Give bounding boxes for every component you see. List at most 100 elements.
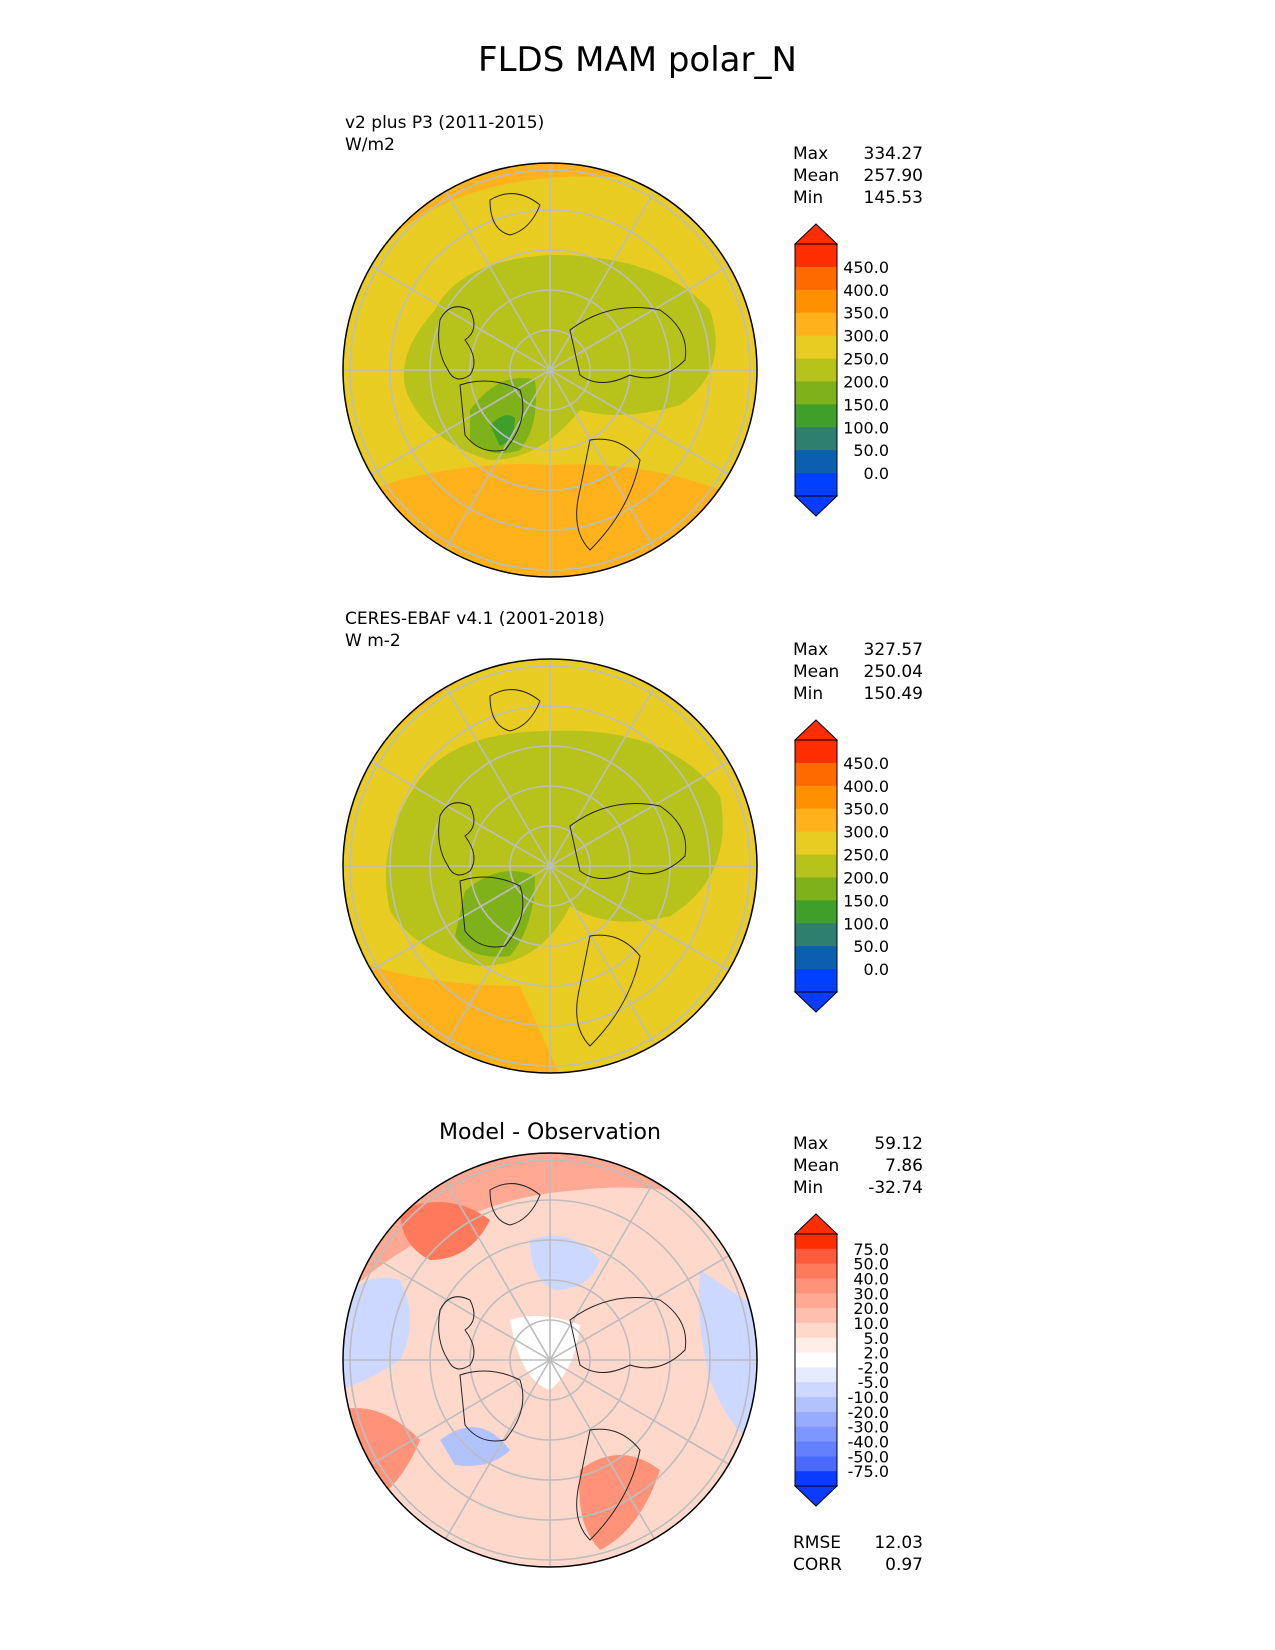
colorbar-segment [795, 358, 837, 382]
stat-row-max: Max 59.12 [793, 1134, 923, 1154]
colorbar-segment [795, 900, 837, 924]
colorbar-tick-label: 2.0 [864, 1344, 889, 1363]
panel-1-name: v2 plus P3 (2011-2015) [345, 113, 545, 133]
colorbar-tick-label: 300.0 [843, 823, 889, 842]
colorbar-segment [795, 312, 837, 337]
colorbar-tick-label: 50.0 [853, 441, 889, 460]
panel-2-units: W m-2 [345, 631, 401, 651]
panel-1-units: W/m2 [345, 135, 395, 155]
colorbar-frame [794, 1233, 838, 1487]
polar-map-difference [342, 1152, 758, 1568]
colorbar-segment [795, 404, 837, 428]
colorbar-over-arrow [793, 223, 839, 245]
colorbar-segment [795, 473, 837, 497]
colorbar-segment [795, 1426, 837, 1443]
map-field-test [343, 163, 757, 577]
colorbar-segment [795, 427, 837, 451]
colorbar-tick-label: 75.0 [853, 1240, 889, 1259]
colorbar-segment [795, 1397, 837, 1413]
panel-1-stats: Max 334.27 Mean 257.90 Min 145.53 [793, 143, 923, 209]
diff-panel-title: Model - Observation [439, 1120, 661, 1145]
polar-map-reference [342, 658, 758, 1074]
stat-row-mean: Mean 7.86 [793, 1156, 923, 1176]
colorbar-segment [795, 1308, 837, 1324]
colorbar-segment [795, 244, 837, 268]
stat-row-mean: Mean 250.04 [793, 662, 923, 682]
colorbar-tick-label: 200.0 [843, 372, 889, 391]
colorbar-tick-label: 350.0 [843, 304, 889, 323]
panel-3-stats: Max 59.12 Mean 7.86 Min -32.74 [793, 1133, 923, 1199]
colorbar-tick-label: 0.0 [864, 464, 889, 483]
colorbar-tick-label: -5.0 [858, 1373, 889, 1392]
colorbar-segment [795, 1456, 837, 1472]
colorbar-segment [795, 1293, 837, 1309]
stat-row-corr: CORR 0.97 [793, 1555, 923, 1575]
panel-1-header: v2 plus P3 (2011-2015) W/m2 [345, 112, 544, 156]
figure-title: FLDS MAM polar_N [478, 40, 797, 80]
colorbar-segment [795, 877, 837, 901]
colorbar-tick-label: 20.0 [853, 1299, 889, 1318]
colorbar-difference: 75.050.040.030.020.010.05.02.0-2.0-5.0-1… [793, 1213, 889, 1507]
colorbar-tick-label: 300.0 [843, 327, 889, 346]
colorbar-tick-label: 400.0 [843, 281, 889, 300]
colorbar-tick-label: 250.0 [843, 350, 889, 369]
colorbar-segment [795, 1248, 837, 1265]
colorbar-tick-label: 150.0 [843, 891, 889, 910]
stat-row-max: Max 334.27 [793, 144, 923, 164]
colorbar-segment [795, 1234, 837, 1250]
stat-row-rmse: RMSE 12.03 [793, 1533, 923, 1553]
colorbar-under-arrow [793, 991, 839, 1013]
panel-2-header: CERES-EBAF v4.1 (2001-2018) W m-2 [345, 608, 605, 652]
polar-map-test [342, 162, 758, 578]
colorbar-segment [795, 854, 837, 878]
colorbar-tick-label: 350.0 [843, 800, 889, 819]
colorbar-segment [795, 1382, 837, 1398]
colorbar-test: 450.0 400.0 350.0 300.0 250.0 200.0 150.0 100.0… [793, 223, 889, 517]
colorbar-segment [795, 923, 837, 947]
colorbar-segment [795, 1322, 837, 1339]
stat-row-min: Min 145.53 [793, 188, 923, 208]
colorbar-reference: 450.0 400.0 350.0 300.0 250.0 200.0 150.0 100.0… [793, 719, 889, 1013]
colorbar-tick-label: 400.0 [843, 777, 889, 796]
colorbar-tick-label: 40.0 [853, 1269, 889, 1288]
colorbar-tick-label: 50.0 [853, 937, 889, 956]
colorbar-tick-label: 0.0 [864, 960, 889, 979]
colorbar-segment [795, 1471, 837, 1487]
colorbar-tick-label: -10.0 [848, 1388, 889, 1407]
panel-3-extra-stats: RMSE 12.03 CORR 0.97 [793, 1532, 923, 1576]
colorbar-tick-label: 10.0 [853, 1314, 889, 1333]
colorbar-tick-label: 50.0 [853, 1255, 889, 1274]
colorbar-segment [795, 740, 837, 764]
colorbar-segment [795, 785, 837, 810]
map-field-difference [343, 1153, 757, 1567]
colorbar-segment [795, 1263, 837, 1279]
colorbar-tick-label: 30.0 [853, 1284, 889, 1303]
colorbar-frame [794, 243, 838, 497]
colorbar-tick-label: -20.0 [848, 1403, 889, 1422]
colorbar-segment [795, 1441, 837, 1457]
stat-row-mean: Mean 257.90 [793, 166, 923, 186]
colorbar-tick-label: 150.0 [843, 395, 889, 414]
colorbar-segment [795, 808, 837, 833]
colorbar-under-arrow [793, 495, 839, 517]
colorbar-tick-label: 5.0 [864, 1329, 889, 1348]
colorbar-over-arrow [793, 719, 839, 741]
colorbar-segment [795, 289, 837, 314]
colorbar-tick-label: 450.0 [843, 258, 889, 277]
colorbar-tick-label: -50.0 [848, 1447, 889, 1466]
stat-row-max: Max 327.57 [793, 640, 923, 660]
colorbar-over-arrow [793, 1213, 839, 1235]
stat-row-min: Min 150.49 [793, 684, 923, 704]
colorbar-segment [795, 762, 837, 787]
colorbar-tick-label: 100.0 [843, 914, 889, 933]
colorbar-tick-label: -40.0 [848, 1433, 889, 1452]
colorbar-segment [795, 266, 837, 291]
colorbar-tick-label: -75.0 [848, 1462, 889, 1481]
colorbar-segment [795, 1278, 837, 1294]
colorbar-segment [795, 381, 837, 405]
colorbar-segment [795, 1411, 837, 1428]
colorbar-segment [795, 831, 837, 856]
colorbar-segment [795, 1367, 837, 1383]
colorbar-tick-label: 450.0 [843, 754, 889, 773]
colorbar-segment [795, 450, 837, 474]
